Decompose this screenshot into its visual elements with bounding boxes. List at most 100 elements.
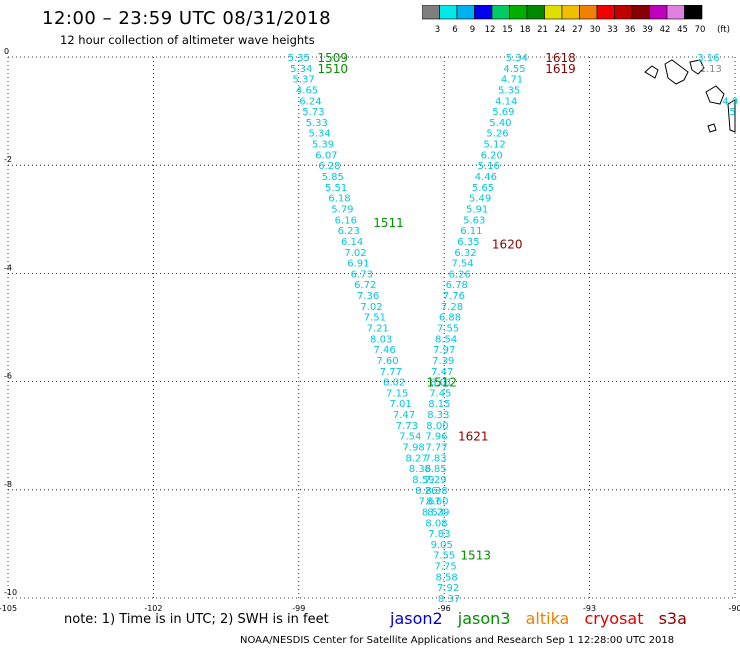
legend-s3a: s3a: [658, 609, 687, 628]
swh-value-label: 6.72: [354, 280, 376, 291]
x-tick-label: -105: [0, 604, 17, 613]
swh-value-label: 8.15: [428, 399, 450, 410]
swh-value-label: 4.55: [503, 64, 525, 75]
swh-value-label: 5.16: [478, 161, 500, 172]
swh-value-label: 6.18: [328, 194, 350, 205]
time-label: 1511: [373, 216, 404, 230]
x-tick-label: -96: [438, 604, 451, 613]
coastline: [644, 59, 736, 133]
swh-value-label: 5.37: [293, 75, 315, 86]
swh-value-label: 6.26: [449, 269, 471, 280]
swh-value-label: 5.69: [492, 107, 514, 118]
swh-value-label: 8.58: [435, 572, 457, 583]
time-label: 1513: [460, 549, 491, 563]
time-label: 1618: [545, 51, 576, 65]
swh-value-label: 8.38: [425, 486, 447, 497]
swh-value-label: 6.28: [318, 161, 340, 172]
x-tick-label: -93: [583, 604, 596, 613]
scale-label: 36: [625, 25, 636, 35]
scale-label: 42: [660, 25, 671, 35]
scale-label: 33: [607, 25, 618, 35]
swh-value-label: 7.45: [429, 388, 451, 399]
swh-value-label: 6.20: [481, 150, 503, 161]
swh-value-label: 5.35: [288, 53, 310, 64]
scale-label: 6: [452, 25, 457, 35]
swh-value-label: 8.03: [370, 334, 392, 345]
x-tick-label: -90: [728, 604, 740, 613]
swh-value-label: 7.77: [380, 367, 402, 378]
footer-credit: NOAA/NESDIS Center for Satellite Applica…: [240, 635, 675, 646]
swh-value-label: 3.16: [697, 53, 719, 64]
scale-label: 27: [572, 25, 583, 35]
satellite-legend: jason2 jason3 altika cryosat s3a: [390, 609, 697, 628]
swh-value-label: 8.26: [415, 486, 437, 497]
swh-value-label: 7.83: [428, 529, 450, 540]
legend-cryosat: cryosat: [584, 609, 644, 628]
scale-label: 3: [435, 25, 440, 35]
swh-value-label: 7.01: [389, 399, 411, 410]
island-shape: [664, 59, 689, 85]
swh-value-label: 7.92: [437, 583, 459, 594]
swh-value-label: 7.47: [393, 410, 415, 421]
island-shape: [727, 99, 736, 133]
swh-value-label: 7.02: [344, 248, 366, 259]
y-tick-label: -8: [4, 480, 12, 489]
swh-value-label: 8.54: [435, 334, 457, 345]
island-shape: [689, 59, 705, 75]
y-tick-label: 0: [4, 47, 9, 56]
swh-value-label: 8.37: [438, 594, 460, 605]
island-shape: [707, 123, 717, 133]
swh-value-label: 5.33: [306, 118, 328, 129]
swh-value-label: 6.35: [457, 237, 479, 248]
time-label: 1619: [545, 62, 576, 76]
swh-value-label: 7.97: [433, 345, 455, 356]
swh-value-label: 7.75: [435, 562, 457, 573]
scale-label: 45: [677, 25, 688, 35]
swh-value-label: 8.36: [409, 464, 431, 475]
swh-value-label: 5.12: [483, 140, 505, 151]
swh-value-label: 8.33: [427, 410, 449, 421]
scale-label: 39: [642, 25, 653, 35]
swh-value-label: 7.51: [364, 313, 386, 324]
swh-value-label: 7.60: [376, 356, 398, 367]
swh-value-label: 7.73: [396, 421, 418, 432]
swh-value-label: 1.13: [700, 64, 722, 75]
swh-value-label: 5.73: [302, 107, 324, 118]
swh-value-label: 6.16: [335, 215, 357, 226]
swh-value-label: 8.29: [427, 507, 449, 518]
swh-value-label: 7.54: [451, 259, 473, 270]
legend-jason3: jason3: [457, 609, 511, 628]
swh-value-label: 4.65: [296, 85, 318, 96]
swh-value-label: 7.54: [399, 432, 421, 443]
scale-label: 70: [695, 25, 706, 35]
swh-value-label: 6.24: [299, 96, 321, 107]
swh-value-label: 9.05: [431, 540, 453, 551]
swh-value-label: 7.55: [437, 324, 459, 335]
swh-value-label: 5.49: [469, 194, 491, 205]
scale-label: 24: [555, 25, 566, 35]
page-subtitle: 12 hour collection of altimeter wave hei…: [60, 33, 315, 47]
swh-value-label: 7.55: [433, 551, 455, 562]
scale-label: (ft): [717, 25, 730, 35]
x-tick-label: -99: [292, 604, 305, 613]
swh-value-label: 7.96: [425, 432, 447, 443]
swh-value-label: 5.91: [466, 204, 488, 215]
swh-value-label: 8.02: [383, 378, 405, 389]
swh-value-label: 7.98: [403, 443, 425, 454]
swh-value-label: 4.9: [722, 96, 738, 107]
scale-label: 15: [502, 25, 513, 35]
swh-value-label: 6.78: [446, 280, 468, 291]
swh-value-label: 8.00: [426, 421, 448, 432]
swh-value-label: 8.27: [405, 453, 427, 464]
x-tick-label: -102: [144, 604, 162, 613]
scale-label: 21: [537, 25, 548, 35]
swh-value-label: 7.83: [424, 453, 446, 464]
swh-value-label: 5.63: [463, 215, 485, 226]
swh-value-label: 4.46: [475, 172, 497, 183]
swh-value-label: 7.36: [357, 291, 379, 302]
swh-value-label: 8.08: [425, 518, 447, 529]
swh-value-label: 5.34: [309, 129, 331, 140]
swh-value-label: 8.53: [422, 507, 444, 518]
swh-value-label: 7.46: [373, 345, 395, 356]
swh-value-label: 6.11: [460, 226, 482, 237]
